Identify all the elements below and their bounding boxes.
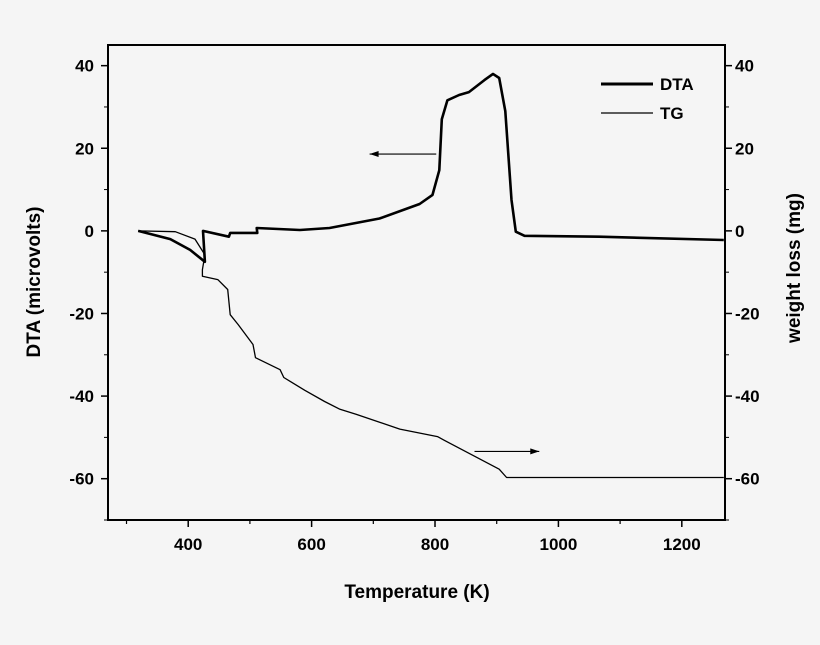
y-tick-label: 0: [85, 222, 94, 241]
legend: DTA TG: [601, 75, 694, 123]
x-tick-label: 800: [421, 535, 449, 554]
y2-tick-label: -20: [735, 304, 760, 323]
y2-tick-label: -40: [735, 387, 760, 406]
y-tick-label: 20: [75, 139, 94, 158]
y-axis-label: DTA (microvolts): [24, 207, 45, 358]
legend-label-dta: DTA: [660, 75, 694, 94]
x-tick-label: 600: [297, 535, 325, 554]
y2-axis-label: weight loss (mg): [784, 193, 805, 344]
x-axis-label: Temperature (K): [344, 582, 489, 603]
y2-tick-label: -60: [735, 470, 760, 489]
plot-frame: [107, 44, 726, 521]
x-tick-label: 1200: [663, 535, 701, 554]
y2-tick-label: 20: [735, 139, 754, 158]
axes: 400 600 800 1000 1200 40 20 0 -20 -40 -60 40 20 0 -20 -…: [69, 44, 760, 554]
x-tick-label: 1000: [539, 535, 577, 554]
annotation-arrow-head: [530, 448, 540, 455]
y2-tick-label: 40: [735, 57, 754, 76]
y-tick-label: 40: [75, 57, 94, 76]
y2-tick-label: 0: [735, 222, 744, 241]
series-line-dta: [137, 72, 724, 264]
legend-label-tg: TG: [660, 104, 684, 123]
annotation-arrow-head: [369, 151, 379, 158]
y-tick-label: -40: [69, 387, 94, 406]
y-tick-label: -60: [69, 470, 94, 489]
y-tick-label: -20: [69, 304, 94, 323]
series-line-tg: [138, 230, 724, 479]
x-tick-label: 400: [174, 535, 202, 554]
chart-marks: [137, 72, 724, 479]
